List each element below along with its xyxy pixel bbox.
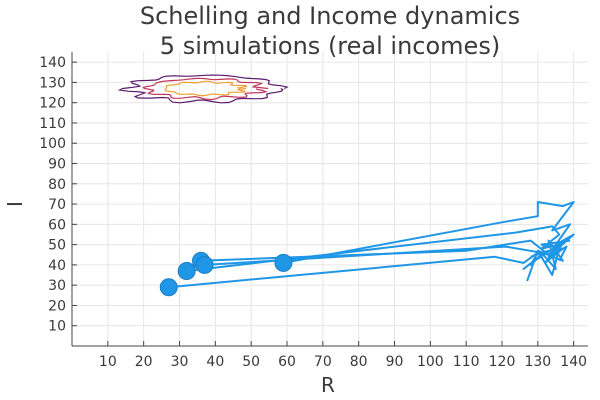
chart-subtitle: 5 simulations (real incomes) — [160, 32, 500, 60]
chart-title: Schelling and Income dynamics — [140, 2, 520, 30]
trajectory-line-2 — [186, 225, 561, 272]
x-tick-label: 30 — [171, 354, 189, 370]
x-tick-label: 80 — [350, 354, 368, 370]
x-tick-label: 40 — [206, 354, 224, 370]
contour-outer — [117, 74, 289, 104]
series-layer — [168, 201, 575, 289]
x-tick-label: 50 — [242, 354, 260, 370]
contour-layer — [117, 74, 289, 104]
trajectory-line-1 — [168, 251, 543, 289]
x-tick-label: 20 — [135, 354, 153, 370]
axis-layer: 10 20 30 40 50 60 70 80 90 100 110 120 130 140 10 20 30 4… — [39, 52, 588, 370]
x-tick-label: 120 — [489, 354, 516, 370]
y-axis-label: I — [3, 201, 27, 207]
y-tick-label: 30 — [48, 278, 66, 294]
start-point-5 — [274, 253, 293, 272]
y-tick-label: 50 — [48, 238, 66, 254]
y-tick-label: 40 — [48, 258, 66, 274]
y-tick-label: 90 — [48, 157, 66, 173]
x-tick-label: 130 — [524, 354, 551, 370]
trajectory-line-4 — [204, 239, 564, 276]
marker-layer — [159, 251, 293, 297]
start-point-2 — [177, 261, 196, 280]
contour-mid — [142, 77, 269, 101]
x-tick-label: 100 — [417, 354, 444, 370]
start-point-4 — [195, 255, 214, 274]
y-tick-label: 130 — [39, 75, 66, 91]
x-tick-label: 140 — [560, 354, 587, 370]
x-tick-label: 10 — [99, 354, 117, 370]
trajectory-line-3 — [200, 237, 571, 264]
x-axis-label: R — [321, 373, 335, 397]
y-tick-label: 140 — [39, 55, 66, 71]
y-tick-label: 100 — [39, 136, 66, 152]
y-tick-label: 20 — [48, 298, 66, 314]
y-tick-label: 80 — [48, 177, 66, 193]
y-tick-label: 60 — [48, 217, 66, 233]
x-tick-label: 60 — [278, 354, 296, 370]
grid-layer — [72, 52, 588, 346]
y-tick-label: 10 — [48, 319, 66, 335]
x-tick-label: 110 — [453, 354, 480, 370]
trajectory-line-5 — [283, 201, 575, 264]
y-tick-label: 120 — [39, 96, 66, 112]
x-tick-label: 90 — [386, 354, 404, 370]
contour-inner — [164, 80, 248, 97]
y-tick-label: 70 — [48, 197, 66, 213]
x-tick-label: 70 — [314, 354, 332, 370]
y-tick-label: 110 — [39, 116, 66, 132]
start-point-1 — [159, 278, 178, 297]
